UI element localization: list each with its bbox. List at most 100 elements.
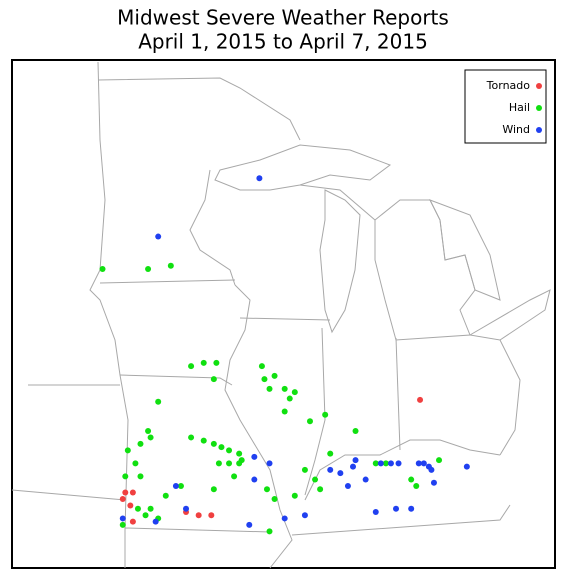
report-dot <box>134 505 141 512</box>
report-dot <box>350 463 356 470</box>
report-dot <box>408 476 415 483</box>
report-dot <box>306 418 313 425</box>
report-dot <box>281 408 288 415</box>
report-dot <box>420 460 427 467</box>
report-dot <box>258 363 265 370</box>
report-dot <box>236 460 243 467</box>
report-dot <box>236 450 243 457</box>
report-dot <box>147 434 154 441</box>
report-dot <box>124 447 131 454</box>
report-dot <box>122 473 129 480</box>
report-dot <box>291 492 298 499</box>
report-dot <box>147 505 154 512</box>
report-dot <box>415 460 422 467</box>
report-dot <box>145 265 152 272</box>
report-dot <box>155 233 162 240</box>
map-frame <box>11 59 556 569</box>
report-dot <box>263 486 270 493</box>
report-dot <box>246 521 253 528</box>
report-dot <box>271 496 278 502</box>
report-dot <box>251 453 258 460</box>
legend-label: Hail <box>509 101 530 114</box>
report-dot <box>177 483 184 490</box>
report-dot <box>145 427 152 434</box>
report-dot <box>372 508 379 515</box>
report-dot <box>213 359 220 366</box>
report-dot <box>183 505 190 512</box>
report-dot <box>137 440 144 447</box>
report-dot <box>256 175 263 182</box>
report-dot <box>352 427 359 434</box>
report-dot <box>208 512 215 519</box>
report-dot <box>195 512 202 519</box>
report-dot <box>266 460 273 467</box>
report-dot <box>119 496 126 502</box>
report-dot <box>155 398 162 405</box>
report-dot <box>362 476 369 483</box>
report-dot <box>301 466 308 473</box>
report-dot <box>377 460 384 467</box>
report-dot <box>200 359 207 366</box>
report-dot <box>266 385 273 392</box>
legend-label: Tornado <box>486 79 531 92</box>
report-dot <box>215 460 222 467</box>
report-dot <box>162 492 169 499</box>
title-line: April 1, 2015 to April 7, 2015 <box>138 30 428 54</box>
report-dot <box>322 411 329 418</box>
report-dot <box>387 460 394 467</box>
report-dot <box>408 505 415 512</box>
report-dot <box>337 470 344 477</box>
report-dot <box>142 512 149 519</box>
report-dot <box>261 376 268 383</box>
report-dot <box>129 489 136 496</box>
report-dot <box>417 396 424 403</box>
report-dot <box>167 262 174 269</box>
report-dot <box>119 521 126 528</box>
report-dot <box>99 265 106 272</box>
report-dot <box>286 395 293 402</box>
report-dot <box>210 376 217 383</box>
title-line: Midwest Severe Weather Reports <box>117 6 449 30</box>
report-dot <box>137 473 144 480</box>
report-dot <box>428 466 435 473</box>
report-dot <box>226 447 233 454</box>
report-dot <box>231 473 238 480</box>
report-dot <box>393 505 400 512</box>
report-dot <box>372 460 379 467</box>
report-dot <box>430 479 437 486</box>
report-dot <box>281 385 288 392</box>
report-dot <box>344 483 351 490</box>
report-dot <box>210 486 217 493</box>
report-dot <box>301 512 308 519</box>
report-dot <box>152 518 159 525</box>
legend-swatch <box>536 83 542 89</box>
report-dot <box>382 460 389 467</box>
report-dot <box>188 363 195 370</box>
report-dot <box>226 460 233 467</box>
report-dot <box>210 440 217 447</box>
report-dot <box>327 466 334 473</box>
report-dot <box>463 463 470 470</box>
report-dot <box>188 434 195 441</box>
report-dot <box>251 476 258 483</box>
base-map <box>11 61 551 569</box>
report-dot <box>172 483 179 490</box>
report-dot <box>281 515 288 522</box>
report-dot <box>132 460 139 467</box>
report-dot <box>413 483 420 490</box>
report-dot <box>129 518 136 525</box>
legend-swatch <box>536 105 542 111</box>
report-dot <box>436 457 443 464</box>
report-dot <box>266 528 273 535</box>
legend-label: Wind <box>502 123 530 136</box>
legend-swatch <box>536 127 542 133</box>
report-dot <box>119 515 126 522</box>
report-dot <box>312 476 319 483</box>
report-dot <box>317 486 324 493</box>
report-dot <box>327 450 334 457</box>
report-dot <box>127 502 134 509</box>
report-dot <box>291 389 298 396</box>
legend-box <box>464 69 547 144</box>
report-dot <box>122 489 129 496</box>
